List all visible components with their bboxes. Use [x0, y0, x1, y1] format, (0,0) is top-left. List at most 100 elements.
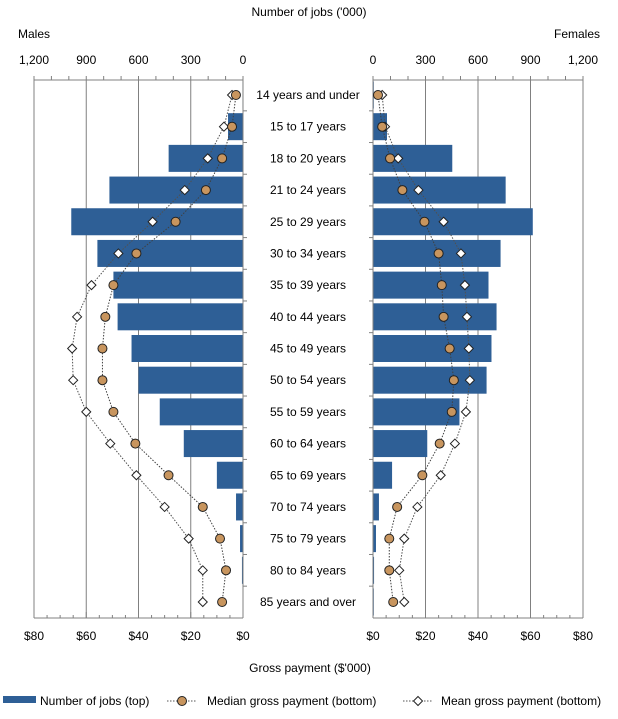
female-mean-point	[461, 311, 473, 323]
male-mean-point	[197, 565, 208, 576]
category-label: 21 to 24 years	[270, 183, 346, 197]
male-jobs-bar	[113, 271, 243, 299]
female-median-point	[385, 153, 396, 164]
bottom-tick-label: $0	[236, 629, 250, 643]
top-tick-label: 900	[520, 53, 540, 67]
female-jobs-bar	[373, 525, 376, 553]
category-label: 18 to 20 years	[270, 151, 346, 165]
female-median-point	[388, 597, 399, 607]
female-median-point	[377, 121, 388, 132]
male-median-point	[163, 470, 174, 481]
male-median-point	[230, 90, 241, 100]
category-label: 75 to 79 years	[270, 532, 346, 546]
female-mean-point	[464, 374, 476, 386]
male-mean-point	[183, 533, 194, 544]
female-median-point	[446, 406, 457, 417]
top-tick-label: 900	[76, 53, 96, 67]
category-label: 30 to 34 years	[270, 246, 346, 260]
female-median-point	[436, 280, 447, 291]
female-jobs-bar	[373, 303, 497, 331]
female-jobs-bar	[373, 144, 453, 172]
male-jobs-bar	[109, 176, 243, 204]
legend-label: Median gross payment (bottom)	[207, 694, 376, 708]
female-median-point	[419, 216, 430, 227]
male-median-point	[227, 121, 238, 132]
female-jobs-bar	[373, 208, 533, 236]
top-tick-label: 300	[415, 53, 435, 67]
female-median-point	[397, 185, 408, 196]
male-jobs-bar	[117, 303, 243, 331]
legend-bar-swatch	[3, 696, 36, 703]
male-median-point	[97, 343, 108, 354]
top-axis-title: Number of jobs ('000)	[251, 5, 366, 19]
male-jobs-bar	[131, 335, 243, 362]
female-median-point	[417, 470, 428, 481]
legend-mean-swatch	[412, 695, 424, 707]
female-median-point	[434, 438, 445, 449]
bottom-tick-label: $80	[573, 629, 593, 643]
male-median-point	[197, 501, 208, 512]
top-tick-label: 1,200	[19, 53, 49, 67]
females-label: Females	[554, 27, 600, 41]
male-median-point	[100, 311, 111, 322]
category-label: 60 to 64 years	[270, 437, 346, 451]
male-median-point	[217, 597, 228, 607]
male-mean-point	[179, 184, 190, 196]
legend-label: Mean gross payment (bottom)	[441, 694, 601, 708]
legend-median-swatch	[177, 696, 187, 706]
female-median-point	[372, 90, 383, 100]
bottom-tick-label: $80	[24, 629, 44, 643]
category-label: 15 to 17 years	[270, 120, 346, 134]
male-mean-point	[113, 248, 124, 259]
bottom-tick-label: $20	[415, 629, 435, 643]
bottom-tick-label: $0	[366, 629, 380, 643]
female-jobs-bar	[373, 176, 506, 204]
male-mean-point	[202, 153, 213, 164]
female-mean-point	[399, 533, 410, 544]
female-mean-line	[381, 94, 471, 603]
female-mean-point	[449, 438, 461, 449]
male-jobs-bar	[138, 366, 243, 394]
male-median-point	[221, 565, 232, 576]
category-label: 35 to 39 years	[270, 278, 346, 292]
female-mean-point	[394, 565, 405, 576]
female-jobs-bar	[373, 556, 375, 584]
category-label: 55 to 59 years	[270, 405, 346, 419]
male-median-point	[217, 153, 228, 164]
male-jobs-bar	[240, 525, 243, 553]
top-tick-label: 300	[181, 53, 201, 67]
male-mean-point	[105, 438, 116, 449]
male-median-point	[215, 533, 226, 544]
male-mean-point	[71, 311, 83, 323]
female-jobs-bar	[373, 430, 428, 458]
male-median-point	[170, 216, 181, 227]
category-label: 85 years and over	[260, 595, 356, 609]
female-median-point	[384, 533, 395, 544]
male-jobs-bar	[236, 493, 243, 521]
male-median-point	[108, 280, 119, 291]
males-label: Males	[18, 27, 50, 41]
male-median-point	[130, 438, 141, 449]
top-tick-label: 600	[128, 53, 148, 67]
female-mean-point	[459, 279, 471, 291]
female-mean-point	[455, 248, 467, 259]
male-jobs-bar	[216, 461, 243, 489]
male-mean-point	[86, 279, 97, 291]
male-mean-point	[159, 501, 170, 513]
female-median-point	[384, 565, 395, 576]
category-label: 50 to 54 years	[270, 373, 346, 387]
top-tick-label: 600	[468, 53, 488, 67]
female-mean-point	[435, 470, 446, 481]
male-mean-point	[81, 406, 92, 418]
bottom-axis-title: Gross payment ($'000)	[249, 661, 371, 675]
category-label: 80 to 84 years	[270, 563, 346, 577]
male-jobs-bar	[183, 430, 243, 458]
female-median-point	[433, 248, 444, 259]
category-label: 40 to 44 years	[270, 310, 346, 324]
female-jobs-bar	[373, 461, 393, 489]
bottom-tick-label: $40	[468, 629, 488, 643]
category-label: 14 years and under	[256, 88, 359, 102]
female-median-point	[438, 311, 449, 322]
legend: Number of jobs (top) Median gross payment…	[3, 694, 601, 708]
